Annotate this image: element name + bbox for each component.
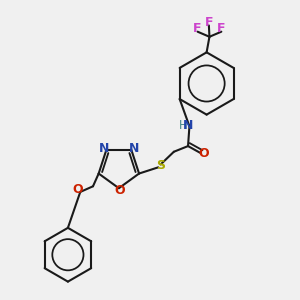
Text: O: O <box>114 184 125 197</box>
Text: N: N <box>99 142 109 155</box>
Text: O: O <box>73 183 83 196</box>
Text: N: N <box>183 119 193 132</box>
Text: O: O <box>199 147 209 160</box>
Text: F: F <box>217 22 226 35</box>
Text: H: H <box>179 119 188 132</box>
Text: F: F <box>205 16 213 29</box>
Text: N: N <box>129 142 140 155</box>
Text: S: S <box>156 159 165 172</box>
Text: F: F <box>193 22 202 35</box>
